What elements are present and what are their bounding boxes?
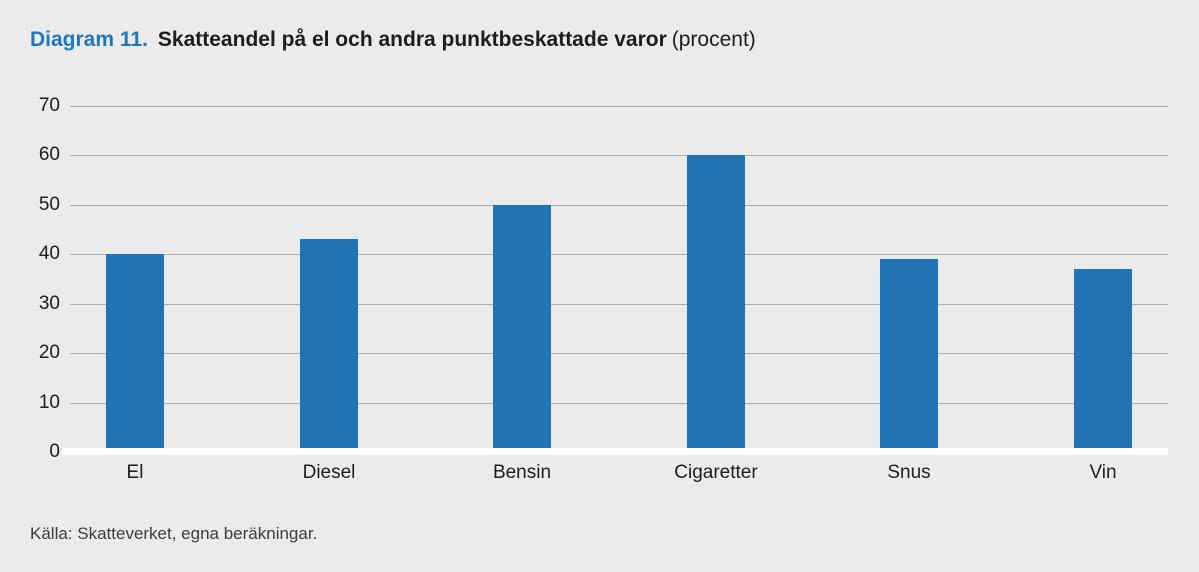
chart-title: Skatteandel på el och andra punktbeskatt… xyxy=(157,28,667,51)
bar-bensin xyxy=(493,205,551,448)
gridline-50 xyxy=(70,205,1168,206)
y-axis-tick-label-60: 60 xyxy=(38,144,60,165)
x-axis-label-snus: Snus xyxy=(887,462,931,483)
bar-vin xyxy=(1074,269,1132,448)
y-axis-tick-label-30: 30 xyxy=(38,293,60,314)
y-axis-tick-label-10: 10 xyxy=(38,392,60,413)
y-axis-tick-label-0: 0 xyxy=(49,441,60,462)
gridline-60 xyxy=(70,155,1168,156)
gridline-70 xyxy=(70,106,1168,107)
y-axis-tick-label-70: 70 xyxy=(38,95,60,116)
source-note: Källa: Skatteverket, egna beräkningar. xyxy=(30,524,318,543)
gridline-40 xyxy=(70,254,1168,255)
x-axis-label-diesel: Diesel xyxy=(302,462,356,483)
y-axis-tick-label-40: 40 xyxy=(38,243,60,264)
gridline-10 xyxy=(70,403,1168,404)
x-axis-baseline xyxy=(62,448,1168,455)
bar-snus xyxy=(880,259,938,448)
diagram-number-label: Diagram 11. xyxy=(30,28,148,51)
bar-el xyxy=(106,254,164,448)
chart-header: Diagram 11. Skatteandel på el och andra p… xyxy=(30,27,756,53)
y-axis-tick-label-50: 50 xyxy=(38,194,60,215)
gridline-20 xyxy=(70,353,1168,354)
x-axis-label-cigaretter: Cigaretter xyxy=(674,462,758,483)
y-axis-tick-label-20: 20 xyxy=(38,342,60,363)
chart-title-unit: (procent) xyxy=(671,28,756,51)
bar-cigaretter xyxy=(687,155,745,448)
x-axis-label-vin: Vin xyxy=(1089,462,1117,483)
x-axis-label-bensin: Bensin xyxy=(492,462,552,483)
x-axis-label-el: El xyxy=(126,462,144,483)
bar-diesel xyxy=(300,239,358,448)
gridline-30 xyxy=(70,304,1168,305)
